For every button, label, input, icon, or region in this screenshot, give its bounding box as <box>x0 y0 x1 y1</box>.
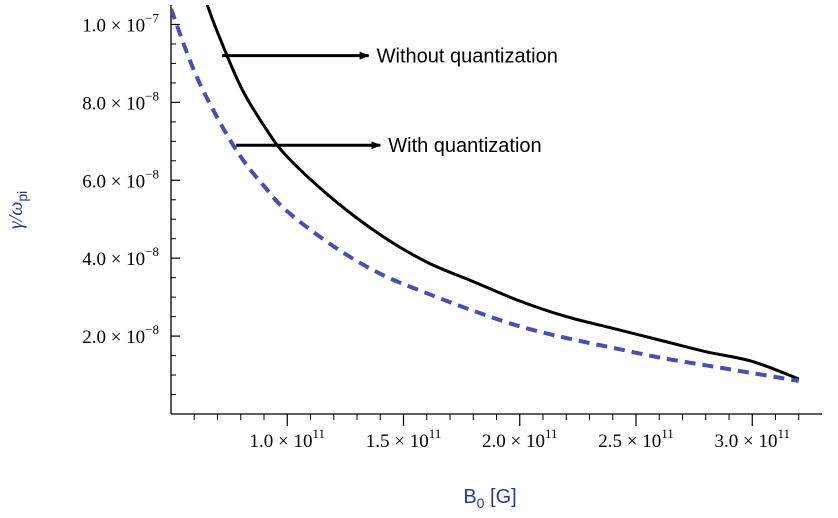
series-line-without <box>205 5 800 381</box>
series-line-with <box>171 8 800 383</box>
annotations: Without quantization With quantization <box>222 46 558 157</box>
y-axis-label: γ/ωpi <box>5 191 30 229</box>
y-tick-label: 2.0 × 10−8 <box>82 322 159 348</box>
y-tick-label: 4.0 × 10−8 <box>82 244 159 270</box>
x-tick-label: 1.0 × 1011 <box>250 426 326 452</box>
x-tick-label: 2.0 × 1011 <box>482 426 558 452</box>
series-group <box>171 5 800 383</box>
x-tick-label: 3.0 × 1011 <box>715 426 791 452</box>
annotation-label-with: With quantization <box>388 135 541 157</box>
x-axis-label: B0 [G] <box>463 486 516 511</box>
y-tick-label: 8.0 × 10−8 <box>82 88 159 114</box>
y-tick-label: 6.0 × 10−8 <box>82 166 159 192</box>
ticks: 2.0 × 10−8 4.0 × 10−8 6.0 × 10−8 8.0 × 10−8… <box>82 10 800 452</box>
annotation-label-without: Without quantization <box>377 46 558 68</box>
y-tick-label: 1.0 × 10−7 <box>82 10 159 36</box>
x-tick-label: 2.5 × 1011 <box>598 426 674 452</box>
x-tick-label: 1.5 × 1011 <box>366 426 442 452</box>
